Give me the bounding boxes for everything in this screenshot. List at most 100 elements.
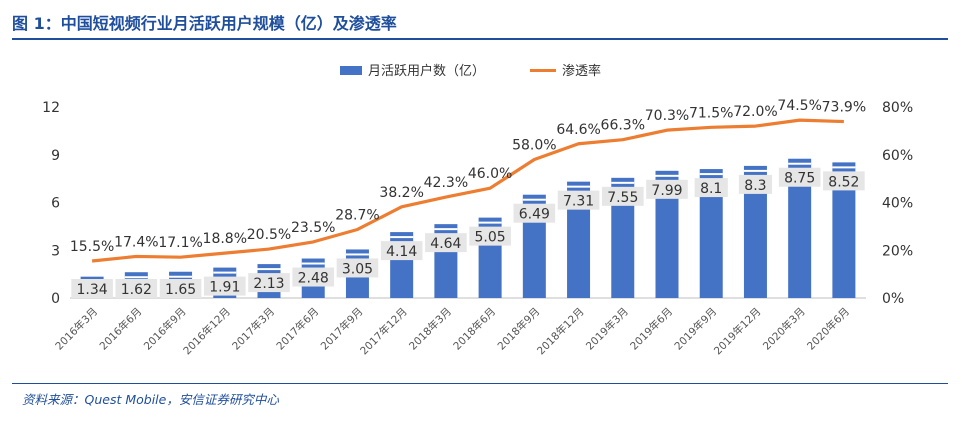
bar-value-label: 1.91 [209, 280, 240, 296]
bar-value-label-bg [292, 267, 335, 287]
bar-value-label-bg [336, 258, 379, 278]
bar-series: 1.34 1.62 1.65 1.91 2.13 2.48 3.05 4.14 4.64 5.05… [71, 158, 865, 298]
bar-value-label-bg [115, 279, 158, 298]
bar-separator [434, 228, 458, 231]
figure-title: 图 1：中国短视频行业月活跃用户规模（亿）及渗透率 [12, 14, 397, 33]
bar-value-label: 2.13 [253, 276, 284, 292]
x-tick-label: 2016年9月 [141, 305, 189, 353]
x-axis-labels: 2016年3月2016年6月2016年9月2016年12月2017年3月2017… [53, 305, 852, 357]
x-tick-label: 2017年3月 [229, 305, 277, 353]
line-value-label: 58.0% [512, 138, 556, 154]
bar-separator [567, 185, 591, 188]
line-series: 15.5% 17.4% 17.1% 18.8% 20.5% 23.5%28.7%38.2%… [70, 98, 866, 263]
bar [567, 181, 591, 298]
y-left-tick-label: 12 [42, 100, 60, 116]
y-right-tick-label: 80% [882, 100, 913, 116]
y-right-tick-label: 0% [882, 291, 904, 307]
title-divider [12, 38, 948, 40]
line-value-label: 38.2% [379, 185, 423, 201]
line-value-label: 64.6% [556, 122, 600, 138]
x-tick-label: 2020年6月 [804, 305, 852, 353]
x-tick-label: 2017年12月 [357, 305, 409, 357]
line-value-label: 74.5% [777, 98, 821, 114]
bar-value-label: 7.55 [607, 190, 638, 206]
y-right-tick-label: 60% [882, 148, 913, 164]
bar-separator [832, 166, 856, 169]
bar-value-label-bg [248, 273, 290, 293]
bar-value-label-bg [159, 279, 202, 298]
line-value-label: 18.8% [203, 231, 247, 247]
legend-label-line: 渗透率 [562, 63, 601, 79]
bar-value-label: 4.14 [386, 244, 417, 260]
x-tick-label: 2018年6月 [451, 305, 499, 353]
y-right-tick-label: 20% [882, 243, 913, 259]
bar [743, 165, 767, 298]
bar-separator [257, 268, 281, 271]
line-value-label: 15.5% [70, 239, 114, 255]
legend-label-bar: 月活跃用户数（亿） [368, 63, 485, 79]
line-value-label: 66.3% [601, 118, 645, 134]
line-value-label: 46.0% [468, 166, 512, 182]
source-note: 资料来源：Quest Mobile，安信证券研究中心 [22, 392, 279, 407]
x-tick-label: 2019年12月 [711, 305, 763, 357]
bar-value-label: 8.52 [828, 174, 859, 190]
chart-legend: 月活跃用户数（亿） 渗透率 [340, 63, 601, 79]
bar-value-label-bg [738, 174, 773, 194]
bar-value-label: 8.1 [700, 181, 722, 197]
bar-separator [655, 174, 679, 177]
bar-value-label-bg [694, 178, 728, 198]
bar [699, 169, 723, 298]
x-tick-label: 2017年6月 [274, 305, 322, 353]
bar-value-label: 4.64 [430, 236, 461, 252]
bar-value-label: 8.75 [784, 171, 815, 187]
bar-separator [743, 169, 767, 172]
bar-value-label: 8.3 [744, 178, 766, 194]
line-value-label: 71.5% [689, 105, 733, 121]
bar-value-label: 3.05 [342, 261, 373, 277]
bar-value-label-bg [425, 233, 467, 253]
bar-separator [478, 221, 502, 224]
bar-value-label: 1.62 [121, 282, 152, 298]
bar-value-label-bg [601, 186, 644, 206]
bar-value-label-bg [646, 179, 688, 199]
bar-value-label: 6.49 [519, 207, 550, 223]
x-tick-label: 2018年3月 [406, 305, 454, 353]
bar-separator [522, 198, 546, 201]
bar-value-label: 7.31 [563, 194, 594, 210]
bar-value-label-bg [469, 226, 511, 246]
x-tick-label: 2018年9月 [495, 305, 543, 353]
line-value-label: 70.3% [645, 108, 689, 124]
line-value-label: 73.9% [822, 100, 866, 116]
bar-value-label-bg [778, 167, 821, 187]
bar-value-label: 7.99 [651, 183, 682, 199]
x-tick-label: 2019年9月 [672, 305, 720, 353]
x-tick-label: 2016年3月 [53, 305, 101, 353]
bar-value-label-bg [380, 241, 423, 261]
x-tick-label: 2019年6月 [627, 305, 675, 353]
bar [832, 162, 856, 298]
bar-separator [124, 276, 148, 279]
bar-value-label-bg [557, 190, 600, 210]
y-left-tick-label: 0 [51, 291, 60, 307]
bar-separator [301, 262, 325, 265]
bar [611, 177, 635, 298]
x-tick-label: 2018年12月 [534, 305, 586, 357]
x-tick-label: 2019年3月 [583, 305, 631, 353]
y-left-tick-label: 6 [51, 196, 60, 212]
x-tick-label: 2017年9月 [318, 305, 366, 353]
line-value-label: 17.4% [114, 234, 158, 250]
penetration-line [91, 118, 844, 263]
x-tick-label: 2016年6月 [97, 305, 145, 353]
source-divider [12, 383, 948, 384]
legend-swatch-bar [340, 66, 362, 75]
bar-separator [213, 271, 237, 274]
bar-value-label: 5.05 [475, 230, 506, 246]
bar [655, 170, 679, 298]
line-value-label: 42.3% [424, 175, 468, 191]
line-value-label: 72.0% [733, 104, 777, 120]
x-tick-label: 2016年12月 [181, 305, 233, 357]
x-tick-label: 2020年3月 [760, 305, 808, 353]
line-value-label: 20.5% [247, 227, 291, 243]
bar [788, 158, 812, 298]
